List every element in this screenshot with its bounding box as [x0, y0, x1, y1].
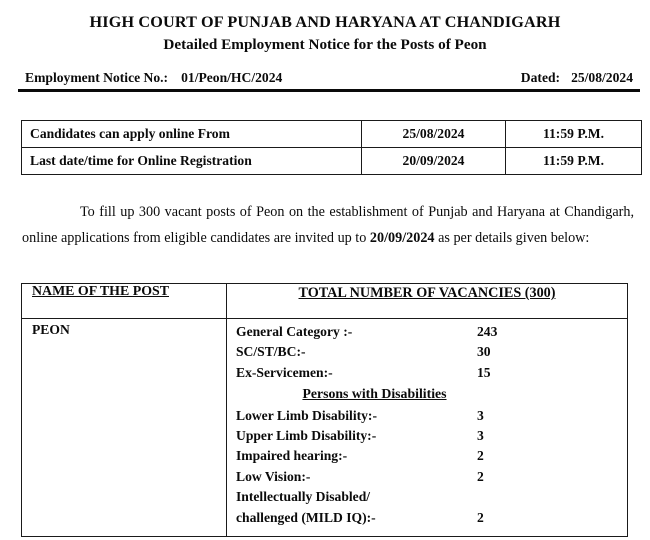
intro-paragraph: To fill up 300 vacant posts of Peon on t… — [22, 200, 634, 251]
table-row: Candidates can apply online From 25/08/2… — [21, 120, 642, 148]
last-date-registration-date: 20/09/2024 — [361, 147, 506, 175]
last-date-registration-label: Last date/time for Online Registration — [21, 147, 362, 175]
intellectually-disabled-label-line-2: challenged (MILD IQ):- — [236, 509, 376, 525]
ex-servicemen-value: 15 — [477, 364, 491, 380]
apply-online-from-label: Candidates can apply online From — [21, 120, 362, 148]
lower-limb-disability-label: Lower Limb Disability:- — [236, 407, 377, 423]
notice-date: Dated: 25/08/2024 — [521, 70, 633, 86]
persons-with-disabilities-heading: Persons with Disabilities — [227, 383, 627, 405]
list-item: Intellectually Disabled/ challenged (MIL… — [227, 487, 627, 528]
sc-st-bc-label: SC/ST/BC:- — [236, 344, 306, 360]
apply-online-from-time: 11:59 P.M. — [505, 120, 642, 148]
intro-deadline-date: 20/09/2024 — [369, 229, 435, 246]
upper-limb-disability-value: 3 — [477, 428, 484, 444]
notice-subtitle: Detailed Employment Notice for the Posts… — [163, 36, 487, 53]
column-header-post-text: NAME OF THE POST — [32, 284, 169, 299]
intellectually-disabled-label: Intellectually Disabled/ challenged (MIL… — [236, 487, 477, 528]
low-vision-value: 2 — [477, 468, 484, 484]
header-divider-rule — [18, 89, 640, 92]
dated-label: Dated: — [520, 70, 561, 85]
table-row: Last date/time for Online Registration 2… — [21, 147, 642, 175]
vacancy-breakdown-cell: General Category :- 243 SC/ST/BC:- 30 Ex… — [226, 317, 628, 538]
ex-servicemen-label: Ex-Servicemen:- — [236, 364, 333, 380]
vacancies-table: NAME OF THE POST TOTAL NUMBER OF VACANCI… — [21, 283, 628, 538]
persons-with-disabilities-heading-text: Persons with Disabilities — [302, 386, 447, 402]
sc-st-bc-value: 30 — [477, 344, 491, 360]
intro-text-before-deadline: To fill up 300 vacant posts of Peon on t… — [22, 204, 634, 246]
notice-number-value: 01/Peon/HC/2024 — [181, 70, 283, 85]
table-row: PEON General Category :- 243 SC/ST/BC:- … — [21, 317, 628, 538]
document-heading: HIGH COURT OF PUNJAB AND HARYANA AT CHAN… — [0, 0, 650, 54]
list-item: Upper Limb Disability:- 3 — [227, 426, 627, 446]
list-item: Low Vision:- 2 — [227, 467, 627, 487]
dated-value: 25/08/2024 — [571, 70, 633, 85]
employment-notice-number: Employment Notice No.: 01/Peon/HC/2024 — [25, 70, 282, 86]
general-category-value: 243 — [477, 324, 498, 339]
list-item: Impaired hearing:- 2 — [227, 446, 627, 466]
list-item: Lower Limb Disability:- 3 — [227, 406, 627, 426]
lower-limb-disability-value: 3 — [477, 407, 484, 423]
intro-text-after-deadline: as per details given below: — [434, 229, 590, 246]
low-vision-label: Low Vision:- — [236, 468, 311, 484]
notice-number-label: Employment Notice No.: — [25, 70, 169, 85]
post-name-cell: PEON — [21, 317, 227, 538]
upper-limb-disability-label: Upper Limb Disability:- — [236, 428, 377, 444]
impaired-hearing-value: 2 — [477, 448, 484, 464]
notice-meta-row: Employment Notice No.: 01/Peon/HC/2024 Da… — [0, 70, 650, 92]
intellectually-disabled-value-text: 2 — [477, 509, 484, 525]
column-header-post: NAME OF THE POST — [21, 283, 227, 319]
intellectually-disabled-label-line-1: Intellectually Disabled/ — [236, 489, 371, 505]
court-name-title: HIGH COURT OF PUNJAB AND HARYANA AT CHAN… — [89, 13, 561, 31]
column-header-vacancies-text: TOTAL NUMBER OF VACANCIES (300) — [298, 285, 556, 301]
list-item: General Category :- 243 — [227, 322, 627, 342]
list-item: Ex-Servicemen:- 15 — [227, 363, 627, 383]
intellectually-disabled-value: 2 — [477, 487, 627, 528]
impaired-hearing-label: Impaired hearing:- — [236, 448, 348, 464]
table-header-row: NAME OF THE POST TOTAL NUMBER OF VACANCI… — [21, 283, 628, 319]
general-category-label: General Category :- — [236, 324, 353, 339]
list-item: SC/ST/BC:- 30 — [227, 342, 627, 362]
column-header-vacancies: TOTAL NUMBER OF VACANCIES (300) — [226, 283, 628, 319]
key-dates-table: Candidates can apply online From 25/08/2… — [21, 120, 642, 175]
apply-online-from-date: 25/08/2024 — [361, 120, 506, 148]
last-date-registration-time: 11:59 P.M. — [505, 147, 642, 175]
